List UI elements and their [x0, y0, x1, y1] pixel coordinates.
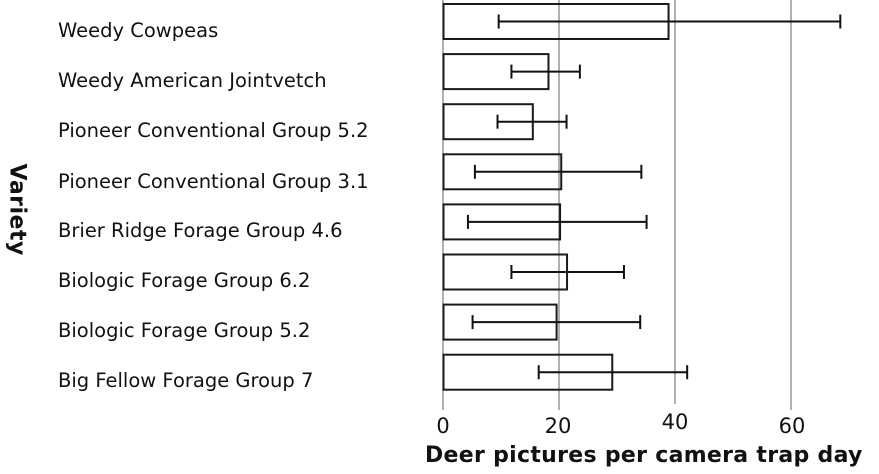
x-tick-label: 40: [661, 410, 689, 434]
category-label: Big Fellow Forage Group 7: [58, 369, 314, 392]
bars: [442, 3, 670, 391]
category-label: Weedy American Jointvetch: [58, 69, 327, 92]
error-bars: [466, 14, 842, 380]
category-label: Weedy Cowpeas: [58, 19, 219, 42]
x-tick-label: 0: [436, 414, 450, 438]
category-label: Pioneer Conventional Group 3.1: [58, 170, 369, 193]
x-tick-label: 20: [544, 414, 572, 438]
x-tick-label: 60: [778, 414, 806, 438]
x-axis-label: Deer pictures per camera trap day: [425, 443, 863, 468]
category-label: Brier Ridge Forage Group 4.6: [58, 219, 343, 242]
category-label: Biologic Forage Group 5.2: [58, 319, 311, 342]
category-label: Pioneer Conventional Group 5.2: [58, 119, 369, 142]
category-label: Biologic Forage Group 6.2: [58, 269, 311, 292]
